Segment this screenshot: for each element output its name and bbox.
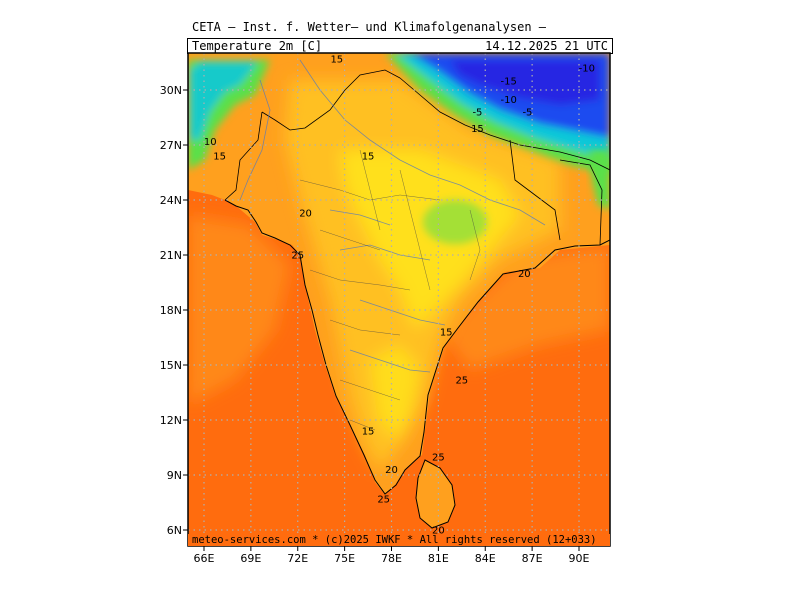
lon-tick-label: 66E xyxy=(194,552,215,565)
lon-tick-label: 84E xyxy=(475,552,496,565)
nw-cyan-zone xyxy=(190,62,258,140)
footer-bar: meteo-services.com * (c)2025 IWKF * All … xyxy=(188,534,610,546)
contour-label: 25 xyxy=(291,251,304,262)
lat-tick-label: 12N xyxy=(160,414,182,427)
lat-tick-label: 6N xyxy=(167,524,182,537)
country-borders xyxy=(224,69,610,246)
contour-label: -10 xyxy=(579,64,595,75)
map-frame xyxy=(187,52,611,547)
lon-tick-label: 75E xyxy=(334,552,355,565)
map-field: 15 10 15 15 20 25 20 15 25 15 20 25 25 20 -10 -15 -10 -5 -… xyxy=(188,53,610,546)
variable-label: Temperature 2m [C] xyxy=(192,39,323,53)
valid-time-label: 14.12.2025 21 UTC xyxy=(485,39,608,53)
contour-label: -15 xyxy=(501,77,517,88)
lat-tick-label: 9N xyxy=(167,469,182,482)
lon-tick-label: 69E xyxy=(240,552,261,565)
map-title: CETA — Inst. f. Wetter— und Klimafolgena… xyxy=(192,20,547,34)
rivers xyxy=(239,59,546,373)
coastline xyxy=(224,199,610,495)
contour-label: 20 xyxy=(432,526,445,537)
ne-green-zone xyxy=(590,150,610,210)
contour-label: 20 xyxy=(518,269,531,280)
lat-tick-label: 24N xyxy=(160,194,182,207)
contour-label: 20 xyxy=(385,465,398,476)
lat-tick-label: 27N xyxy=(160,139,182,152)
contour-label: -5 xyxy=(472,108,482,119)
green-spot-central xyxy=(423,200,487,244)
contour-label: -5 xyxy=(522,108,532,119)
contour-labels: 15 10 15 15 20 25 20 15 25 15 20 25 25 20 -10 -15 -10 -5 -… xyxy=(204,55,595,537)
latitude-axis: 30N 27N 24N 21N 18N 15N 12N 9N 6N xyxy=(160,84,188,537)
contour-label: 10 xyxy=(204,137,217,148)
contour-label: 25 xyxy=(432,452,445,463)
lat-tick-label: 18N xyxy=(160,304,182,317)
contour-label: 25 xyxy=(377,495,390,506)
contour-label: 25 xyxy=(455,375,468,386)
contour-label: 15 xyxy=(362,427,375,438)
lat-tick-label: 30N xyxy=(160,84,182,97)
lon-tick-label: 78E xyxy=(381,552,402,565)
lon-tick-label: 90E xyxy=(569,552,590,565)
contour-label: 20 xyxy=(299,209,312,220)
contour-label: 15 xyxy=(213,152,226,163)
credit-text: meteo-services.com * (c)2025 IWKF * All … xyxy=(192,534,597,546)
contour-label: -10 xyxy=(501,95,517,106)
lon-tick-label: 81E xyxy=(428,552,449,565)
longitude-axis: 66E 69E 72E 75E 78E 81E 84E 87E 90E xyxy=(194,546,590,565)
lat-tick-label: 21N xyxy=(160,249,182,262)
sri-lanka-land xyxy=(416,460,455,528)
tibet-deep-blue xyxy=(450,60,600,105)
bay-cool-band xyxy=(440,245,610,370)
land-yellow-zone xyxy=(340,150,520,330)
sri-lanka-coast xyxy=(415,459,456,529)
lat-tick-label: 15N xyxy=(160,359,182,372)
contour-label: 15 xyxy=(440,328,453,339)
contour-label: 15 xyxy=(330,55,343,66)
lon-tick-label: 87E xyxy=(522,552,543,565)
contour-label: 15 xyxy=(362,152,375,163)
lon-tick-label: 72E xyxy=(287,552,308,565)
contour-label: 15 xyxy=(471,124,484,135)
